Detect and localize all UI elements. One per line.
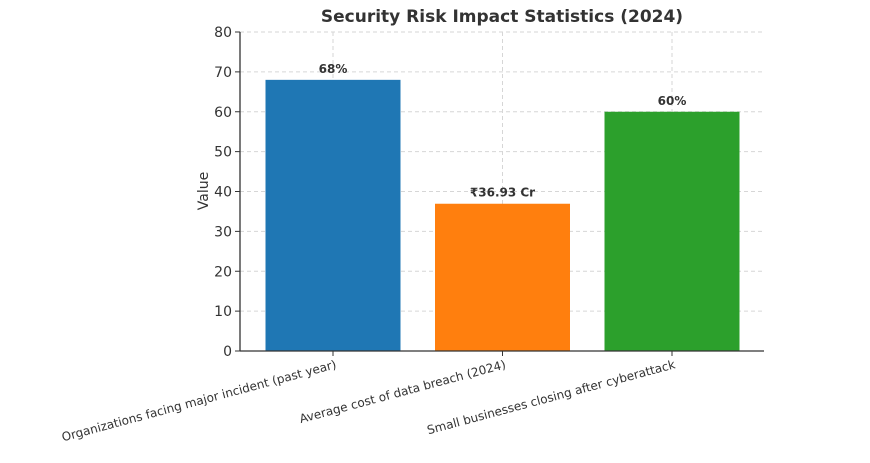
bar-value-label: 68% [319, 62, 348, 76]
chart-title: Security Risk Impact Statistics (2024) [321, 7, 683, 27]
y-tick-label: 80 [214, 25, 232, 41]
data-labels: 68% ₹36.93 Cr 60% [319, 62, 687, 200]
y-tick-label: 0 [223, 344, 232, 360]
bar [435, 203, 570, 351]
bar [604, 111, 740, 351]
y-tick-label: 50 [214, 145, 232, 161]
bars [265, 79, 740, 351]
bar-value-label: ₹36.93 Cr [470, 186, 535, 200]
y-tick-label: 70 [214, 65, 232, 81]
y-tick-label: 20 [214, 264, 232, 280]
y-tick-label: 30 [214, 224, 232, 240]
bar-value-label: 60% [658, 94, 687, 108]
y-tick-label: 10 [214, 304, 232, 320]
x-tick-label: Organizations facing major incident (pas… [60, 357, 338, 444]
y-tick-label: 40 [214, 185, 232, 201]
y-axis-label: Value [196, 172, 212, 210]
y-tick-label: 60 [214, 105, 232, 121]
bar [265, 79, 401, 351]
